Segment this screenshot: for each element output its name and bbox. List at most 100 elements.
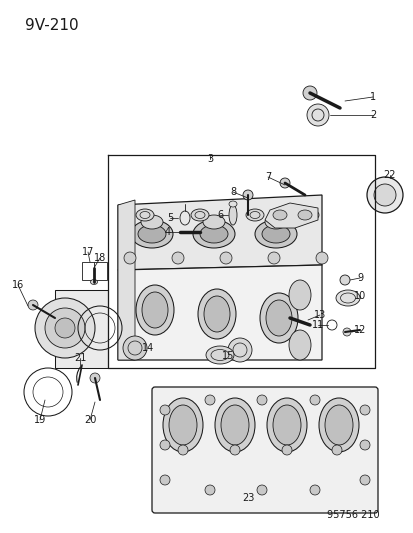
Ellipse shape bbox=[199, 225, 228, 243]
Polygon shape bbox=[264, 203, 317, 228]
Text: 11: 11 bbox=[311, 320, 323, 330]
Ellipse shape bbox=[192, 220, 235, 248]
Circle shape bbox=[339, 275, 349, 285]
Circle shape bbox=[359, 440, 369, 450]
Circle shape bbox=[242, 190, 252, 200]
Text: 9: 9 bbox=[356, 273, 362, 283]
Ellipse shape bbox=[261, 225, 289, 243]
Bar bbox=[82, 262, 107, 280]
Ellipse shape bbox=[138, 225, 166, 243]
Polygon shape bbox=[118, 195, 321, 270]
Circle shape bbox=[230, 445, 240, 455]
Circle shape bbox=[331, 445, 341, 455]
Polygon shape bbox=[118, 200, 135, 360]
Ellipse shape bbox=[136, 285, 173, 335]
Text: 19: 19 bbox=[34, 415, 46, 425]
Text: 13: 13 bbox=[313, 310, 325, 320]
Text: 10: 10 bbox=[353, 291, 365, 301]
Ellipse shape bbox=[90, 279, 97, 285]
Ellipse shape bbox=[228, 201, 236, 207]
Text: 8: 8 bbox=[229, 187, 235, 197]
Circle shape bbox=[315, 252, 327, 264]
Ellipse shape bbox=[206, 346, 233, 364]
Circle shape bbox=[219, 252, 231, 264]
Circle shape bbox=[45, 308, 85, 348]
Ellipse shape bbox=[214, 398, 254, 452]
Ellipse shape bbox=[264, 215, 286, 229]
Ellipse shape bbox=[297, 210, 311, 220]
Circle shape bbox=[28, 300, 38, 310]
Circle shape bbox=[124, 252, 136, 264]
Text: 7: 7 bbox=[264, 172, 271, 182]
Circle shape bbox=[228, 338, 252, 362]
Circle shape bbox=[309, 485, 319, 495]
Text: 4: 4 bbox=[164, 227, 171, 237]
Ellipse shape bbox=[228, 205, 236, 225]
Ellipse shape bbox=[318, 398, 358, 452]
Ellipse shape bbox=[300, 209, 318, 221]
Ellipse shape bbox=[221, 405, 248, 445]
Ellipse shape bbox=[163, 398, 202, 452]
Ellipse shape bbox=[272, 405, 300, 445]
Ellipse shape bbox=[131, 220, 173, 248]
Text: 17: 17 bbox=[82, 247, 94, 257]
Ellipse shape bbox=[266, 398, 306, 452]
Text: 16: 16 bbox=[12, 280, 24, 290]
Circle shape bbox=[256, 395, 266, 405]
Circle shape bbox=[159, 475, 170, 485]
Circle shape bbox=[178, 445, 188, 455]
Circle shape bbox=[306, 104, 328, 126]
Text: 15: 15 bbox=[221, 351, 234, 361]
Text: 2: 2 bbox=[369, 110, 375, 120]
Circle shape bbox=[359, 405, 369, 415]
Text: 6: 6 bbox=[216, 210, 223, 220]
Text: 22: 22 bbox=[383, 170, 395, 180]
Circle shape bbox=[159, 405, 170, 415]
Ellipse shape bbox=[245, 209, 263, 221]
Ellipse shape bbox=[324, 405, 352, 445]
Circle shape bbox=[279, 178, 289, 188]
Ellipse shape bbox=[259, 293, 297, 343]
Ellipse shape bbox=[335, 290, 359, 306]
Ellipse shape bbox=[136, 209, 154, 221]
Circle shape bbox=[302, 86, 316, 100]
Circle shape bbox=[256, 485, 266, 495]
Circle shape bbox=[55, 318, 75, 338]
Circle shape bbox=[35, 298, 95, 358]
Ellipse shape bbox=[202, 215, 224, 229]
Circle shape bbox=[342, 328, 350, 336]
Text: 18: 18 bbox=[94, 253, 106, 263]
Ellipse shape bbox=[197, 289, 235, 339]
Ellipse shape bbox=[288, 280, 310, 310]
Circle shape bbox=[204, 485, 214, 495]
Ellipse shape bbox=[266, 300, 291, 336]
Circle shape bbox=[366, 177, 402, 213]
Ellipse shape bbox=[204, 296, 230, 332]
Polygon shape bbox=[118, 265, 321, 360]
Circle shape bbox=[90, 373, 100, 383]
Circle shape bbox=[159, 440, 170, 450]
Text: 14: 14 bbox=[142, 343, 154, 353]
Ellipse shape bbox=[288, 330, 310, 360]
Circle shape bbox=[204, 395, 214, 405]
Text: 3: 3 bbox=[206, 154, 213, 164]
Text: 20: 20 bbox=[83, 415, 96, 425]
Text: 12: 12 bbox=[353, 325, 366, 335]
Text: 1: 1 bbox=[369, 92, 375, 102]
Polygon shape bbox=[55, 290, 108, 368]
Circle shape bbox=[267, 252, 279, 264]
Circle shape bbox=[373, 184, 395, 206]
Ellipse shape bbox=[141, 215, 163, 229]
Ellipse shape bbox=[190, 209, 209, 221]
Ellipse shape bbox=[169, 405, 197, 445]
Circle shape bbox=[171, 252, 183, 264]
Circle shape bbox=[309, 395, 319, 405]
Text: 21: 21 bbox=[74, 353, 86, 363]
Ellipse shape bbox=[272, 210, 286, 220]
Text: 23: 23 bbox=[241, 493, 254, 503]
FancyBboxPatch shape bbox=[152, 387, 377, 513]
Text: 5: 5 bbox=[166, 213, 173, 223]
Ellipse shape bbox=[254, 220, 296, 248]
Text: 95756 210: 95756 210 bbox=[327, 510, 379, 520]
Ellipse shape bbox=[142, 292, 168, 328]
